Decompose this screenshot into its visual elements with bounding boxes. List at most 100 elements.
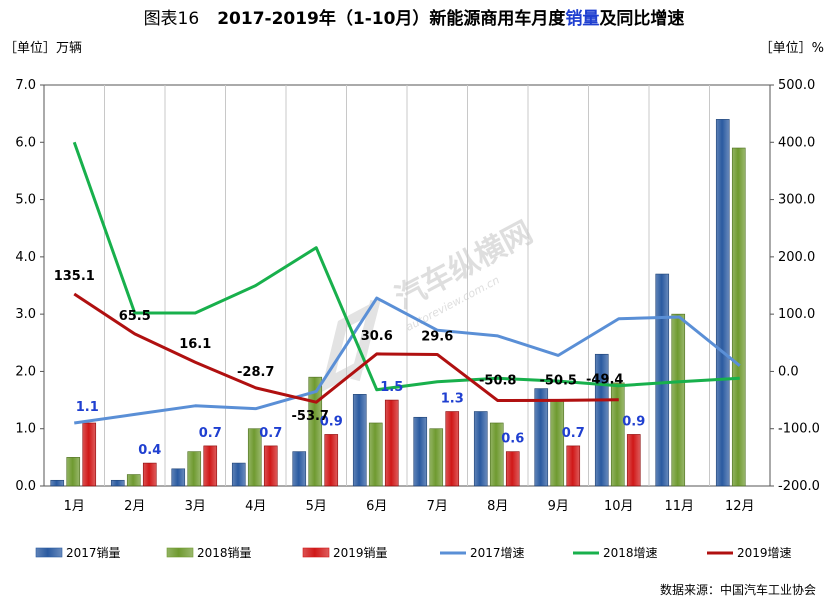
- y-left-tick-label: 7.0: [15, 78, 36, 93]
- bar-value-label: 1.5: [380, 380, 403, 395]
- bar-2019销量: [505, 451, 520, 487]
- y-right-tick-label: 100.0: [778, 307, 815, 322]
- bar-2017销量: [655, 273, 670, 487]
- bar-2017销量: [171, 468, 186, 487]
- legend-label: 2019增速: [737, 546, 792, 560]
- legend-label: 2017销量: [66, 546, 121, 560]
- x-tick-label: 9月: [548, 499, 569, 514]
- bar-value-label: 1.3: [441, 392, 464, 407]
- y-right-tick-label: 400.0: [778, 135, 815, 150]
- bar-2017销量: [50, 479, 65, 487]
- x-tick-label: 6月: [366, 499, 387, 514]
- y-left-tick-label: 6.0: [15, 135, 36, 150]
- y-left-tick-label: 3.0: [15, 307, 36, 322]
- figure-tag: 图表16: [143, 9, 200, 29]
- bar-2018销量: [308, 376, 323, 487]
- legend-label: 2019销量: [333, 546, 388, 560]
- bar-value-label: 0.9: [320, 414, 343, 429]
- legend-swatch: [35, 547, 63, 558]
- bar-2018销量: [187, 451, 202, 487]
- title-highlight: 销量: [565, 9, 600, 29]
- bar-2018销量: [671, 313, 686, 487]
- bar-2017销量: [110, 479, 125, 487]
- bar-2019销量: [626, 434, 641, 487]
- growth-value-label: 29.6: [421, 329, 453, 344]
- y-right-tick-label: 500.0: [778, 78, 815, 93]
- bar-2017销量: [715, 119, 730, 487]
- y-left-tick-label: 0.0: [15, 479, 36, 494]
- bar-2017销量: [231, 462, 246, 487]
- bar-2019销量: [203, 445, 218, 487]
- x-tick-label: 10月: [604, 499, 634, 514]
- bar-2018销量: [368, 422, 383, 487]
- growth-value-label: -50.8: [479, 374, 516, 389]
- x-tick-label: 1月: [64, 499, 85, 514]
- x-tick-label: 11月: [664, 499, 694, 514]
- x-tick-label: 2月: [124, 499, 145, 514]
- growth-value-label: -53.7: [292, 409, 329, 424]
- y-right-tick-label: 0.0: [778, 364, 799, 379]
- title-main: 2017-2019年（1-10月）新能源商用车月度: [217, 9, 566, 29]
- line-2019增速: [73, 292, 619, 404]
- y-left-tick-label: 1.0: [15, 422, 36, 437]
- bar-2019销量: [445, 411, 460, 487]
- growth-value-label: 16.1: [179, 337, 211, 352]
- y-right-unit-label: ［单位］%: [760, 41, 824, 56]
- bar-value-label: 0.7: [259, 426, 282, 441]
- bar-value-label: 0.6: [501, 432, 524, 447]
- x-tick-label: 8月: [487, 499, 508, 514]
- growth-value-label: -49.4: [586, 373, 623, 388]
- line-2017增速: [74, 296, 741, 425]
- bar-2017销量: [594, 353, 609, 487]
- bar-2018销量: [731, 147, 746, 487]
- bar-2018销量: [247, 428, 262, 487]
- chart-title: 图表16 2017-2019年（1-10月）新能源商用车月度销量及同比增速: [0, 4, 828, 29]
- bar-value-label: 0.9: [622, 414, 645, 429]
- y-right-tick-label: 300.0: [778, 193, 815, 208]
- growth-value-label: 135.1: [54, 269, 95, 284]
- x-tick-label: 7月: [427, 499, 448, 514]
- bar-2017销量: [352, 394, 367, 487]
- y-right-tick-label: 200.0: [778, 250, 815, 265]
- growth-value-label: 30.6: [361, 329, 393, 344]
- growth-value-label: -50.5: [540, 373, 577, 388]
- bar-2017销量: [292, 451, 307, 487]
- y-left-tick-label: 2.0: [15, 364, 36, 379]
- legend-label: 2017增速: [470, 546, 525, 560]
- bar-2018销量: [429, 428, 444, 487]
- y-left-tick-label: 5.0: [15, 193, 36, 208]
- line-2018增速: [72, 141, 740, 392]
- bar-2018销量: [550, 399, 565, 487]
- bar-2018销量: [610, 382, 625, 487]
- bar-2018销量: [489, 422, 504, 487]
- x-tick-label: 3月: [185, 499, 206, 514]
- legend-label: 2018销量: [197, 546, 252, 560]
- source-note: 数据来源：中国汽车工业协会: [659, 583, 816, 597]
- bar-2019销量: [82, 422, 97, 487]
- bar-2019销量: [142, 462, 157, 487]
- y-right-tick-label: -200.0: [778, 479, 820, 494]
- x-tick-label: 5月: [306, 499, 327, 514]
- bar-value-label: 0.7: [199, 426, 222, 441]
- growth-value-label: -28.7: [237, 365, 274, 380]
- x-tick-label: 4月: [245, 499, 266, 514]
- x-tick-label: 12月: [725, 499, 755, 514]
- bar-2018销量: [66, 457, 81, 487]
- bar-2017销量: [473, 411, 488, 487]
- bar-value-label: 0.4: [138, 443, 161, 458]
- bar-2018销量: [126, 474, 141, 487]
- bar-2019销量: [324, 434, 339, 487]
- title-tail: 及同比增速: [599, 9, 685, 29]
- y-left-tick-label: 4.0: [15, 250, 36, 265]
- bar-2017销量: [413, 416, 428, 487]
- growth-value-label: 65.5: [119, 309, 151, 324]
- bar-2019销量: [566, 445, 581, 487]
- bar-value-label: 1.1: [76, 400, 99, 415]
- bar-value-label: 0.7: [562, 426, 585, 441]
- legend-swatch: [166, 547, 194, 558]
- legend-label: 2018增速: [603, 546, 658, 560]
- bar-2017销量: [534, 388, 549, 487]
- y-right-tick-label: -100.0: [778, 422, 820, 437]
- legend-swatch: [302, 547, 330, 558]
